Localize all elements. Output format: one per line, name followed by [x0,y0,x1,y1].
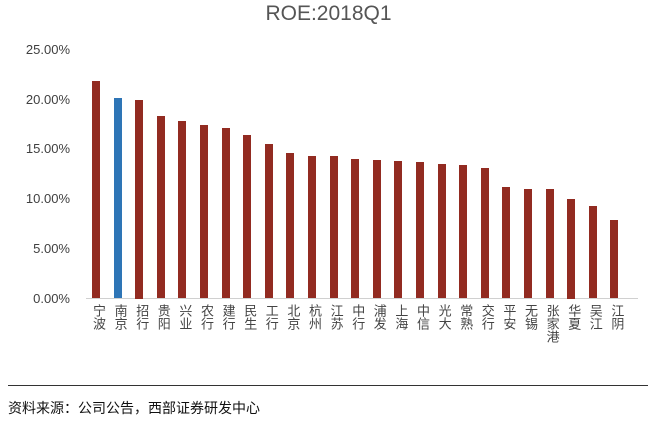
bar-张家港 [545,189,554,299]
x-tick-label: 上海 [392,304,408,330]
bar-宁波 [92,80,100,299]
bar-兴业 [178,121,187,299]
x-tick-label: 无锡 [522,304,537,330]
x-tick-label: 招行 [133,304,149,330]
bar-南京 [113,97,122,299]
bar-上海 [394,161,403,299]
x-tick-label: 江阴 [608,304,624,330]
bar-杭州 [308,156,316,299]
x-tick-label: 民生 [241,304,257,330]
bar-无锡 [524,189,532,299]
source-note: 资料来源：公司公告，西部证券研发中心 [8,401,260,417]
y-tick-label: 20.00% [25,91,70,107]
bar-常熟 [459,165,468,299]
bar-华夏 [567,199,576,299]
y-tick-label: 10.00% [25,191,70,206]
x-tick-label: 中信 [414,304,429,330]
bar-北京 [286,153,295,299]
x-tick-label: 贵阳 [154,304,170,330]
bar-江苏 [329,156,338,299]
x-tick-label: 常熟 [457,304,473,330]
footer-divider [8,385,648,386]
x-tick-label: 平安 [500,304,516,330]
x-tick-label: 兴业 [176,304,192,330]
bar-交行 [480,168,489,299]
bar-农行 [200,125,208,299]
bar-浦发 [372,160,381,299]
bar-工行 [264,144,273,299]
y-tick-label: 5.00% [33,240,70,256]
bar-招行 [135,99,144,299]
x-axis-line [86,298,638,299]
x-tick-label: 农行 [198,304,213,330]
x-tick-label: 吴江 [586,304,602,330]
x-tick-label: 北京 [284,304,300,330]
y-tick-label: 0.00% [33,290,70,306]
x-tick-label: 浦发 [370,304,386,330]
bar-光大 [437,164,446,299]
bar-平安 [502,187,511,299]
chart-title: ROE:2018Q1 [265,2,392,25]
bar-吴江 [588,205,597,299]
x-tick-label: 南京 [111,304,127,330]
x-tick-label: 光大 [435,304,451,330]
bar-中信 [416,162,424,299]
bar-贵阳 [156,116,165,299]
x-tick-label: 中行 [349,304,365,330]
x-tick-label: 杭州 [306,304,321,330]
x-tick-label: 江苏 [327,304,343,330]
y-tick-label: 15.00% [25,141,70,157]
bar-民生 [243,135,252,299]
x-tick-label: 交行 [478,304,494,330]
bar-建行 [221,128,230,299]
x-tick-label: 华夏 [565,304,581,330]
x-tick-label: 建行 [219,304,235,330]
x-tick-label: 宁波 [90,304,105,330]
bar-中行 [351,159,360,299]
bar-江阴 [610,219,619,299]
x-tick-label: 张家港 [543,304,559,343]
y-tick-label: 25.00% [25,41,70,57]
x-tick-label: 工行 [262,304,278,330]
